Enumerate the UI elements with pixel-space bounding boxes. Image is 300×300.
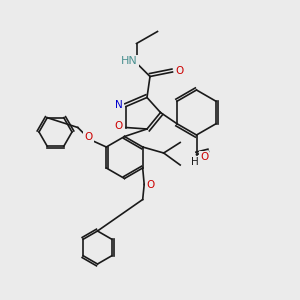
- Text: H: H: [191, 157, 199, 167]
- Text: O: O: [84, 131, 92, 142]
- Text: HN: HN: [121, 56, 137, 67]
- Text: O: O: [146, 179, 154, 190]
- Text: O: O: [200, 152, 208, 163]
- Text: N: N: [115, 100, 122, 110]
- Text: O: O: [175, 65, 183, 76]
- Text: O: O: [114, 121, 123, 131]
